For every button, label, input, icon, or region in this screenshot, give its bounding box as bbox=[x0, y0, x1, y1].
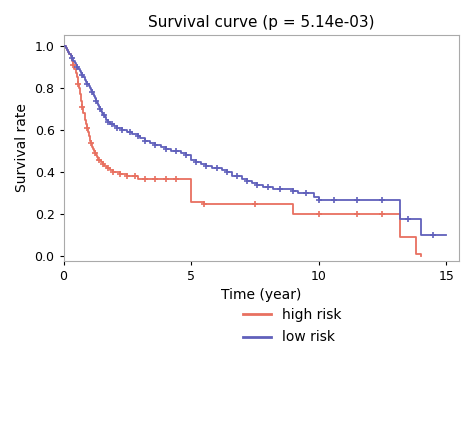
Legend: high risk, low risk: high risk, low risk bbox=[243, 308, 341, 344]
Title: Survival curve (p = 5.14e-03): Survival curve (p = 5.14e-03) bbox=[148, 15, 374, 30]
X-axis label: Time (year): Time (year) bbox=[221, 288, 301, 302]
Y-axis label: Survival rate: Survival rate bbox=[15, 103, 29, 192]
